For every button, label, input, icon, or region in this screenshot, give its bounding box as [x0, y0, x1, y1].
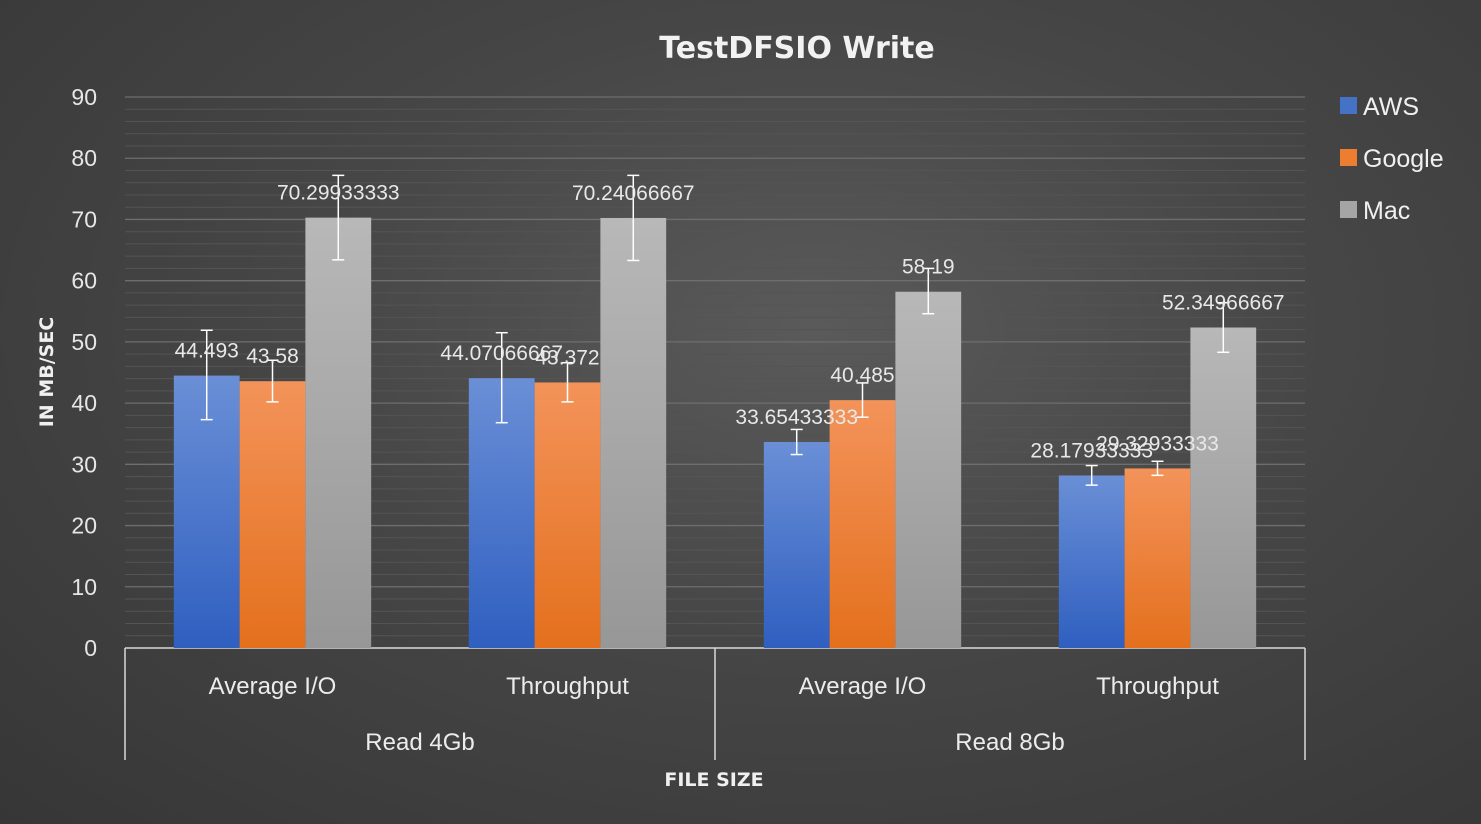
- x-axis: [124, 647, 1306, 760]
- y-tick-label: 20: [71, 513, 97, 539]
- data-label: 52.34966667: [1162, 292, 1285, 315]
- x-group-label: Read 4Gb: [365, 729, 474, 756]
- y-tick-label: 60: [71, 268, 97, 294]
- y-tick-label: 80: [71, 145, 97, 171]
- data-label: 28.17933333: [1030, 439, 1153, 462]
- bar-google: [829, 400, 896, 648]
- data-label: 33.65433333: [735, 406, 858, 429]
- legend-label: AWS: [1363, 93, 1419, 121]
- bar-google: [534, 382, 601, 648]
- bar-mac: [895, 291, 962, 648]
- x-category-label: Throughput: [506, 673, 629, 700]
- bar-aws: [1058, 475, 1125, 648]
- y-tick-label: 30: [71, 451, 97, 477]
- y-tick-label: 10: [71, 574, 97, 600]
- y-tick-label: 70: [71, 206, 97, 232]
- x-category-label: Average I/O: [209, 673, 337, 700]
- legend-swatch-mac: [1340, 201, 1357, 218]
- bar-mac: [600, 217, 667, 649]
- bars: [173, 217, 1257, 649]
- x-axis-title: FILE SIZE: [664, 769, 763, 791]
- legend-swatch-google: [1340, 149, 1357, 166]
- y-tick-label: 40: [71, 390, 97, 416]
- bar-mac: [1190, 327, 1257, 648]
- bar-google: [239, 381, 306, 648]
- bar-aws: [173, 375, 240, 648]
- data-label: 70.24066667: [572, 182, 695, 205]
- bar-aws: [763, 441, 830, 648]
- chart-title: TestDFSIO Write: [659, 31, 934, 66]
- x-category-label: Throughput: [1096, 673, 1219, 700]
- x-axis-categories: Average I/O Throughput Average I/O Throughp…: [209, 673, 1220, 756]
- legend-label: Mac: [1363, 197, 1410, 225]
- y-tick-label: 50: [71, 329, 97, 355]
- legend-label: Google: [1363, 145, 1444, 173]
- error-bars: [200, 174, 1230, 486]
- bar-mac: [305, 217, 372, 648]
- data-label: 29.32933333: [1096, 432, 1219, 455]
- data-label: 43.372: [535, 346, 599, 369]
- bar-google: [1124, 468, 1191, 648]
- data-labels: 44.493 44.07066667 33.65433333 28.17933333 4…: [175, 182, 1285, 463]
- data-label: 44.07066667: [440, 342, 563, 365]
- x-group-label: Read 8Gb: [955, 729, 1064, 756]
- y-axis-title: IN MB/SEC: [36, 317, 58, 428]
- data-label: 43.58: [246, 345, 299, 368]
- legend-swatch-aws: [1340, 97, 1357, 114]
- legend: AWS Google Mac: [1340, 93, 1444, 225]
- data-label: 70.29933333: [277, 182, 400, 205]
- data-label: 58.19: [902, 256, 955, 279]
- y-tick-label: 90: [71, 84, 97, 110]
- data-label: 44.493: [175, 340, 239, 363]
- y-axis-ticks: 0 10 20 30 40 50 60 70 80 90: [71, 84, 97, 661]
- y-tick-label: 0: [84, 635, 97, 661]
- data-label: 40.485: [830, 364, 894, 387]
- x-category-label: Average I/O: [799, 673, 927, 700]
